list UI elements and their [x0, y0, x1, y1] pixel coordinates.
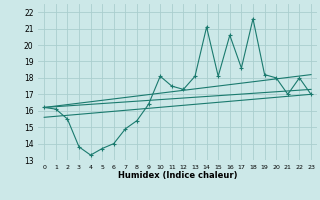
X-axis label: Humidex (Indice chaleur): Humidex (Indice chaleur)	[118, 171, 237, 180]
